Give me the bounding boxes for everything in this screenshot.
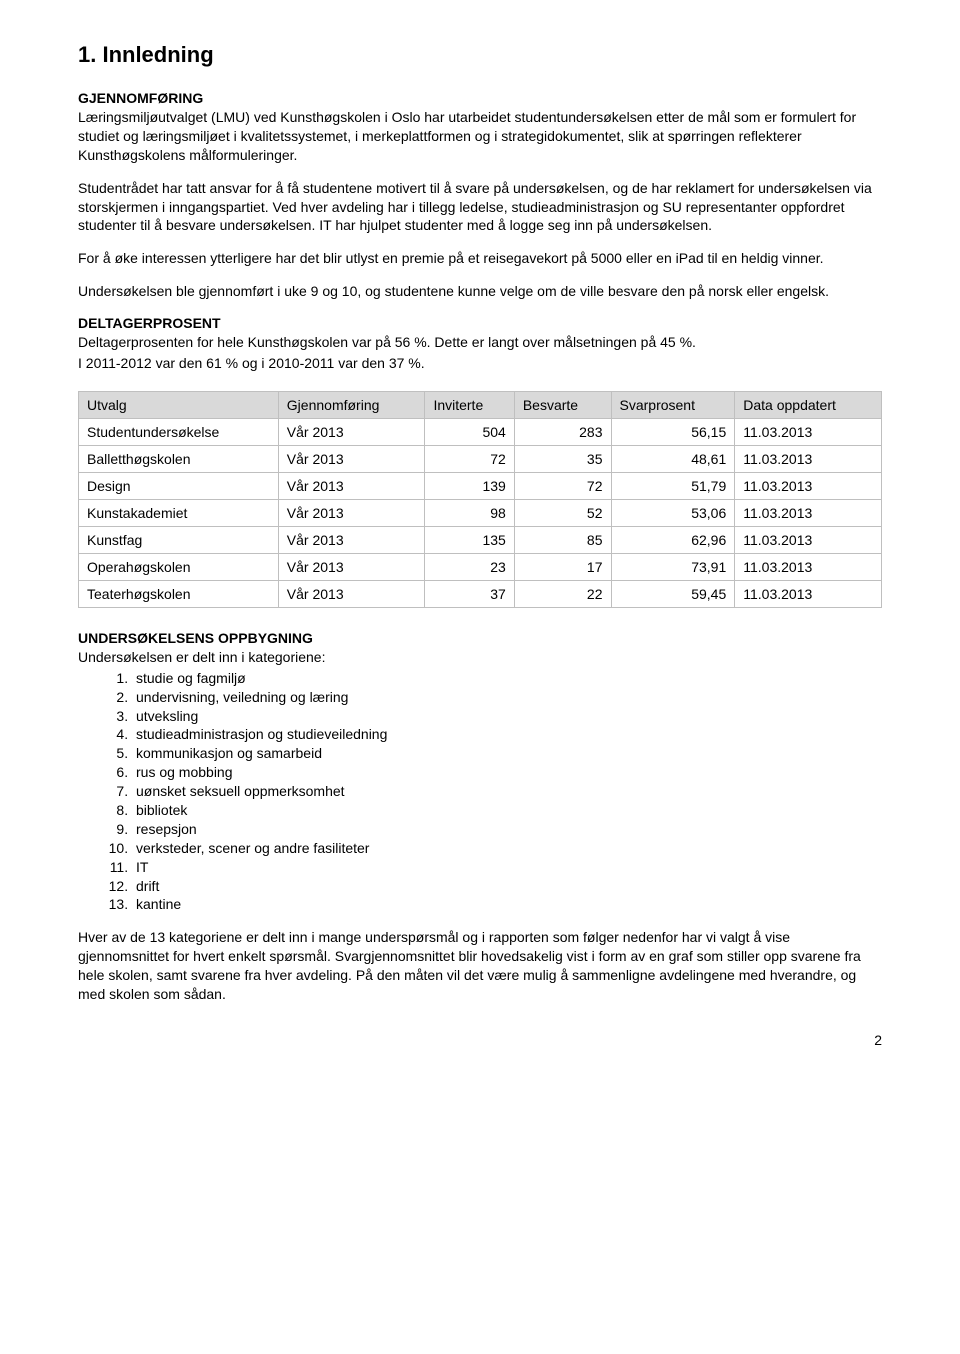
section-label: UNDERSØKELSENS OPPBYGNING [78, 630, 882, 646]
table-cell: 11.03.2013 [735, 553, 882, 580]
paragraph: Deltagerprosenten for hele Kunsthøgskole… [78, 333, 882, 352]
table-body: StudentundersøkelseVår 201350428356,1511… [79, 418, 882, 607]
page-heading: 1. Innledning [78, 42, 882, 68]
list-item: uønsket seksuell oppmerksomhet [132, 782, 882, 801]
table-cell: 23 [425, 553, 514, 580]
table-cell: Vår 2013 [278, 499, 425, 526]
table-cell: 53,06 [611, 499, 735, 526]
col-gjennomforing: Gjennomføring [278, 391, 425, 418]
table-cell: 11.03.2013 [735, 580, 882, 607]
table-cell: 62,96 [611, 526, 735, 553]
table-cell: 37 [425, 580, 514, 607]
section-deltagerprosent: DELTAGERPROSENT Deltagerprosenten for he… [78, 315, 882, 373]
list-item: utveksling [132, 707, 882, 726]
table-cell: 11.03.2013 [735, 418, 882, 445]
category-list: studie og fagmiljøundervisning, veiledni… [78, 669, 882, 915]
table-cell: Kunstakademiet [79, 499, 279, 526]
table-cell: 17 [514, 553, 611, 580]
table-row: OperahøgskolenVår 2013231773,9111.03.201… [79, 553, 882, 580]
list-item: undervisning, veiledning og læring [132, 688, 882, 707]
list-item: IT [132, 858, 882, 877]
document-page: 1. Innledning GJENNOMFØRING Læringsmiljø… [0, 0, 960, 1078]
col-besvarte: Besvarte [514, 391, 611, 418]
table-header-row: Utvalg Gjennomføring Inviterte Besvarte … [79, 391, 882, 418]
list-item: rus og mobbing [132, 763, 882, 782]
table-cell: Vår 2013 [278, 445, 425, 472]
table-cell: 22 [514, 580, 611, 607]
table-cell: 11.03.2013 [735, 499, 882, 526]
list-item: bibliotek [132, 801, 882, 820]
table-cell: 59,45 [611, 580, 735, 607]
table-cell: Vår 2013 [278, 580, 425, 607]
list-item: studieadministrasjon og studieveiledning [132, 725, 882, 744]
table-cell: 11.03.2013 [735, 445, 882, 472]
table-cell: 135 [425, 526, 514, 553]
section-label: DELTAGERPROSENT [78, 315, 882, 331]
paragraph: I 2011-2012 var den 61 % og i 2010-2011 … [78, 354, 882, 373]
table-cell: 35 [514, 445, 611, 472]
col-svarprosent: Svarprosent [611, 391, 735, 418]
table-cell: 72 [425, 445, 514, 472]
col-data-oppdatert: Data oppdatert [735, 391, 882, 418]
results-table-wrap: Utvalg Gjennomføring Inviterte Besvarte … [78, 391, 882, 608]
paragraph: For å øke interessen ytterligere har det… [78, 249, 882, 268]
list-item: verksteder, scener og andre fasiliteter [132, 839, 882, 858]
section-oppbygning: UNDERSØKELSENS OPPBYGNING Undersøkelsen … [78, 630, 882, 1004]
table-cell: 85 [514, 526, 611, 553]
table-cell: Vår 2013 [278, 526, 425, 553]
table-cell: Balletthøgskolen [79, 445, 279, 472]
table-cell: 51,79 [611, 472, 735, 499]
table-row: DesignVår 20131397251,7911.03.2013 [79, 472, 882, 499]
table-cell: 72 [514, 472, 611, 499]
paragraph: Hver av de 13 kategoriene er delt inn i … [78, 928, 882, 1004]
results-table: Utvalg Gjennomføring Inviterte Besvarte … [78, 391, 882, 608]
paragraph: Studentrådet har tatt ansvar for å få st… [78, 179, 882, 236]
list-item: drift [132, 877, 882, 896]
page-number: 2 [78, 1032, 882, 1048]
paragraph: Undersøkelsen ble gjennomført i uke 9 og… [78, 282, 882, 301]
col-utvalg: Utvalg [79, 391, 279, 418]
list-item: resepsjon [132, 820, 882, 839]
table-cell: 52 [514, 499, 611, 526]
table-cell: Teaterhøgskolen [79, 580, 279, 607]
list-item: kommunikasjon og samarbeid [132, 744, 882, 763]
list-item: kantine [132, 895, 882, 914]
table-cell: 98 [425, 499, 514, 526]
table-cell: 73,91 [611, 553, 735, 580]
table-row: KunstfagVår 20131358562,9611.03.2013 [79, 526, 882, 553]
table-row: StudentundersøkelseVår 201350428356,1511… [79, 418, 882, 445]
table-row: TeaterhøgskolenVår 2013372259,4511.03.20… [79, 580, 882, 607]
table-cell: Studentundersøkelse [79, 418, 279, 445]
table-cell: Vår 2013 [278, 418, 425, 445]
list-intro: Undersøkelsen er delt inn i kategoriene: [78, 648, 882, 667]
paragraph: Læringsmiljøutvalget (LMU) ved Kunsthøgs… [78, 108, 882, 165]
table-row: BalletthøgskolenVår 2013723548,6111.03.2… [79, 445, 882, 472]
section-gjennomforing: GJENNOMFØRING Læringsmiljøutvalget (LMU)… [78, 90, 882, 301]
table-cell: 139 [425, 472, 514, 499]
table-cell: 48,61 [611, 445, 735, 472]
table-cell: 11.03.2013 [735, 472, 882, 499]
table-cell: Kunstfag [79, 526, 279, 553]
table-row: KunstakademietVår 2013985253,0611.03.201… [79, 499, 882, 526]
list-item: studie og fagmiljø [132, 669, 882, 688]
table-cell: Operahøgskolen [79, 553, 279, 580]
table-cell: 283 [514, 418, 611, 445]
table-cell: 504 [425, 418, 514, 445]
table-cell: 11.03.2013 [735, 526, 882, 553]
col-inviterte: Inviterte [425, 391, 514, 418]
table-cell: Vår 2013 [278, 472, 425, 499]
table-cell: Vår 2013 [278, 553, 425, 580]
table-cell: 56,15 [611, 418, 735, 445]
section-label: GJENNOMFØRING [78, 90, 882, 106]
table-cell: Design [79, 472, 279, 499]
